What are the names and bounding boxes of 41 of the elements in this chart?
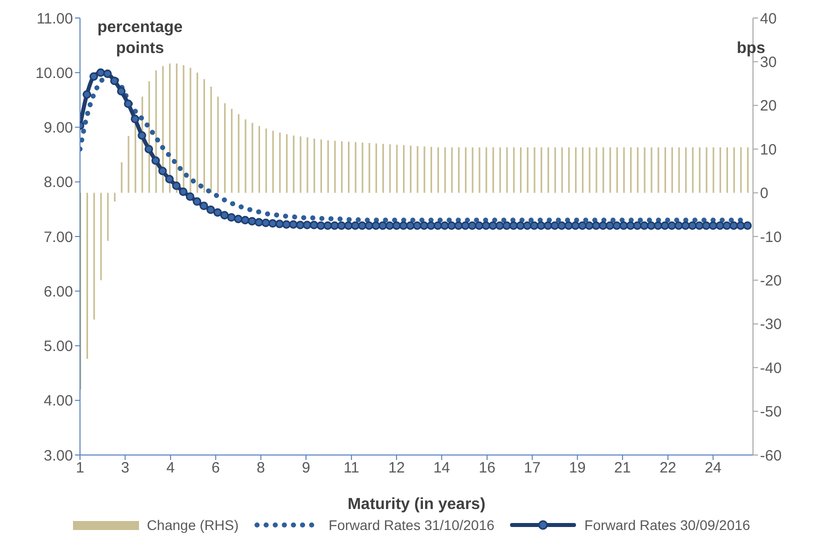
x-tick-label: 14 [433, 460, 450, 477]
x-tick-label: 3 [120, 460, 130, 477]
y2-tick-label: 40 [760, 10, 777, 28]
y2-tick-label: 20 [760, 98, 777, 115]
x-tick-label: 24 [704, 460, 722, 477]
y2-tick-label: -50 [760, 404, 782, 421]
x-tick-label: 12 [388, 460, 405, 477]
x-tick-label: 4 [166, 460, 175, 477]
x-axis-title: Maturity (in years) [348, 496, 486, 513]
y2-axis-title: bps [736, 40, 766, 57]
y-tick-label: 5.00 [44, 338, 73, 356]
x-tick-label: 19 [569, 460, 586, 477]
y2-tick-label: -10 [760, 228, 782, 246]
y-axis-title: percentage points [97, 19, 183, 57]
y-tick-label: 11.00 [36, 10, 73, 28]
x-tick-label: 16 [478, 460, 496, 477]
y-tick-label: 4.00 [44, 392, 73, 410]
x-tick-label: 1 [76, 460, 84, 477]
x-tick-label: 21 [614, 460, 631, 477]
y2-tick-label: 30 [760, 54, 777, 72]
legend-label: Change (RHS) [146, 517, 239, 533]
y-tick-label: 8.00 [44, 174, 73, 192]
x-tick-label: 9 [302, 460, 310, 477]
legend-label: Forward Rates 30/09/2016 [583, 517, 750, 533]
y-tick-label: 3.00 [44, 447, 73, 464]
legend-label: Forward Rates 31/10/2016 [328, 517, 494, 533]
x-tick-label: 11 [344, 460, 360, 477]
y2-tick-label: 10 [760, 141, 777, 158]
y-tick-label: 7.00 [44, 228, 73, 246]
y2-tick-label: -60 [760, 447, 782, 464]
y2-tick-label: -40 [760, 360, 782, 377]
y-tick-label: 6.00 [44, 283, 73, 300]
y-tick-label: 10.00 [35, 64, 73, 82]
x-tick-label: 17 [524, 460, 541, 477]
y2-tick-label: -30 [760, 316, 782, 334]
y2-tick-label: -20 [760, 272, 782, 290]
x-tick-label: 6 [212, 460, 220, 477]
x-tick-label: 8 [256, 460, 266, 477]
x-tick-label: 22 [660, 460, 676, 477]
y-tick-label: 9.00 [44, 120, 73, 137]
y2-tick-label: 0 [760, 185, 768, 202]
